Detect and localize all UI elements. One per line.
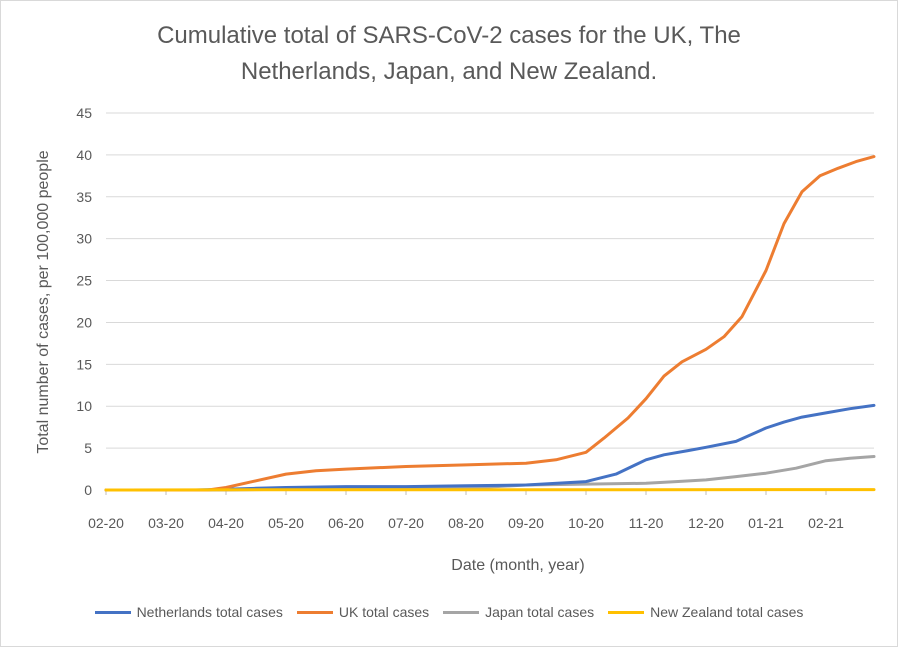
y-tick-label: 35 [76, 189, 92, 205]
legend-label-new-zealand: New Zealand total cases [650, 604, 804, 620]
y-tick-label: 5 [84, 440, 92, 456]
x-tick-label: 02-20 [88, 515, 124, 531]
legend-item-netherlands: Netherlands total cases [94, 604, 283, 620]
x-tick-label: 08-20 [448, 515, 484, 531]
chart-title-line-2: Netherlands, Japan, and New Zealand. [240, 58, 658, 85]
legend-item-japan: Japan total cases [443, 604, 594, 620]
chart-title-line-1: Cumulative total of SARS-CoV-2 cases for… [157, 22, 741, 49]
legend-swatch-uk [296, 610, 333, 614]
x-tick-label: 06-20 [328, 515, 364, 531]
x-tick-label: 01-21 [748, 515, 784, 531]
y-tick-label: 15 [76, 356, 92, 372]
legend-label-uk: UK total cases [338, 604, 430, 620]
legend-label-netherlands: Netherlands total cases [136, 604, 283, 620]
y-axis-title: Total number of cases, per 100,000 peopl… [35, 150, 52, 453]
x-tick-label: 03-20 [148, 515, 184, 531]
x-tick-label: 10-20 [568, 515, 604, 531]
legend-swatch-new-zealand [608, 610, 645, 614]
axes: 0 5 10 15 20 25 30 35 40 45 02-20 03-20 04-20 05-20 06… [76, 105, 874, 531]
series-line-uk-total-cases [104, 155, 876, 492]
legend-swatch-netherlands [94, 610, 131, 614]
legend: Netherlands total cases UK total cases J… [0, 604, 898, 620]
y-tick-label: 0 [84, 482, 92, 498]
gridlines [106, 112, 874, 449]
x-axis-title: Date (month, year) [451, 557, 584, 574]
chart-title: Cumulative total of SARS-CoV-2 cases for… [0, 18, 898, 90]
x-tick-label: 05-20 [268, 515, 304, 531]
series-lines [104, 155, 876, 492]
legend-item-uk: UK total cases [296, 604, 430, 620]
y-tick-label: 30 [76, 231, 92, 247]
x-tick-label: 02-21 [808, 515, 844, 531]
series-line-netherlands-total-cases [104, 403, 876, 492]
x-tick-label: 07-20 [388, 515, 424, 531]
legend-label-japan: Japan total cases [485, 604, 595, 620]
x-tick-label: 12-20 [688, 515, 724, 531]
x-tick-label: 09-20 [508, 515, 544, 531]
y-tick-label: 45 [76, 105, 92, 121]
y-tick-label: 20 [76, 314, 92, 330]
y-tick-label: 10 [76, 398, 92, 414]
y-tick-label: 40 [76, 147, 92, 163]
y-tick-label: 25 [76, 273, 92, 289]
legend-item-new-zealand: New Zealand total cases [608, 604, 803, 620]
legend-swatch-japan [443, 610, 480, 614]
x-tick-label: 11-20 [629, 515, 664, 531]
x-tick-label: 04-20 [208, 515, 244, 531]
